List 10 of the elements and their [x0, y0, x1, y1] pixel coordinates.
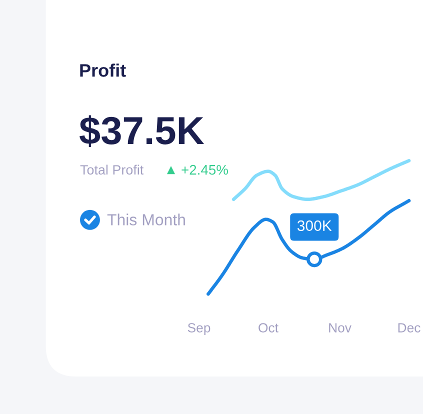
chart-title: Profit: [80, 64, 126, 77]
x-tick-label: Dec: [398, 323, 420, 332]
annotation: +2.45%: [182, 164, 228, 175]
x-tick-label: Nov: [329, 323, 352, 332]
text: Total Profit: [80, 164, 144, 175]
x-tick-label: Oct: [258, 323, 278, 332]
annotation: 300K: [297, 220, 332, 232]
x-tick-label: Sep: [188, 323, 210, 336]
legend-label: This Month: [107, 214, 185, 226]
text: $37.5K: [80, 115, 204, 147]
